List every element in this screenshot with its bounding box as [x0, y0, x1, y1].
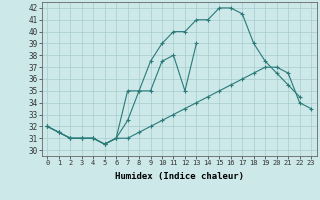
X-axis label: Humidex (Indice chaleur): Humidex (Indice chaleur)	[115, 172, 244, 181]
